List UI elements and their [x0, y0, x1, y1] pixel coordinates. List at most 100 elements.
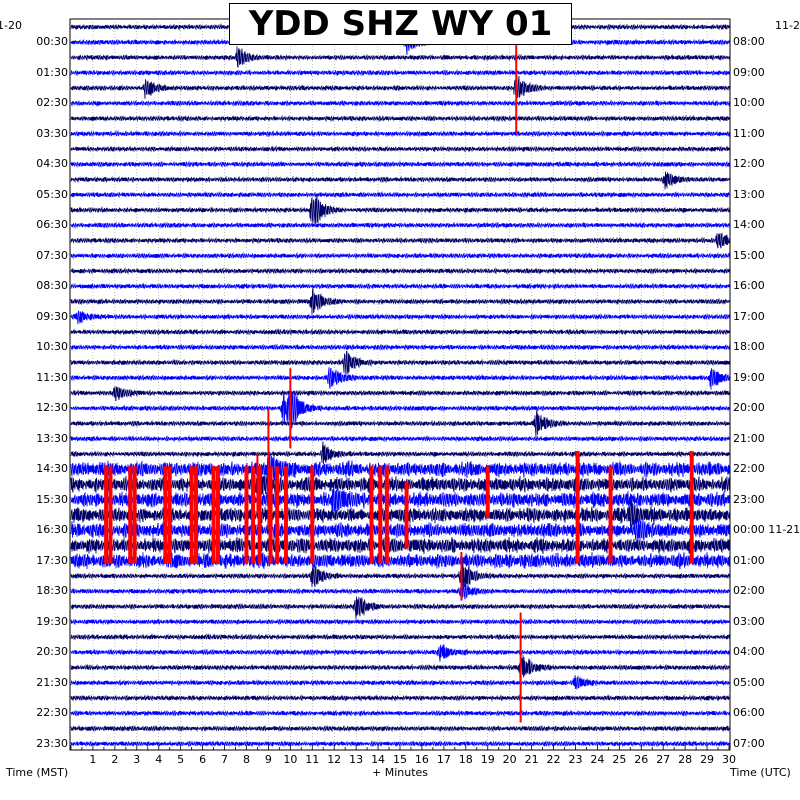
clipped-burst-mark — [244, 466, 249, 564]
seismogram-trace — [70, 68, 730, 77]
x-tick-label: 29 — [700, 753, 715, 766]
x-tick-label: 11 — [305, 753, 320, 766]
clipped-burst-mark — [369, 466, 374, 564]
left-hour-label: 10:30 — [36, 340, 68, 354]
left-date-label: 11-20 — [0, 20, 22, 32]
x-tick-label: 6 — [199, 753, 207, 766]
seismogram-trace — [70, 499, 730, 533]
seismogram-trace — [70, 434, 730, 443]
right-hour-label: 20:00 — [733, 401, 765, 415]
right-hour-label: 05:00 — [733, 675, 765, 689]
left-hour-label: 23:30 — [36, 736, 68, 750]
right-hour-label: 04:00 — [733, 645, 765, 659]
x-tick-label: 15 — [393, 753, 407, 766]
clipped-burst-mark — [194, 466, 199, 564]
left-hour-label: 19:30 — [36, 614, 68, 628]
right-hour-label: 01:00 — [733, 553, 765, 567]
seismogram-trace — [70, 485, 730, 515]
left-hour-label: 06:30 — [36, 218, 68, 232]
right-hour-label: 22:00 — [733, 462, 765, 476]
seismogram-trace — [70, 310, 730, 325]
clipped-burst-mark — [310, 466, 315, 564]
right-hour-label: 09:00 — [733, 65, 765, 79]
seismogram-trace — [70, 582, 730, 601]
x-tick-label: 24 — [590, 753, 605, 766]
left-hour-label: 12:30 — [36, 401, 68, 415]
seismogram-trace — [70, 75, 730, 99]
title-box — [229, 3, 572, 45]
seismogram-trace — [70, 386, 730, 402]
right-hour-label: 06:00 — [733, 706, 765, 720]
x-tick-label: 20 — [502, 753, 517, 766]
right-hour-label: 16:00 — [733, 279, 765, 293]
seismogram-trace — [70, 596, 730, 619]
left-hour-label: 18:30 — [36, 584, 68, 598]
left-hour-label: 09:30 — [36, 309, 68, 323]
x-tick-label: 17 — [436, 753, 451, 766]
left-hour-label: 17:30 — [36, 553, 68, 567]
seismogram-trace — [70, 282, 730, 291]
x-tick-label: 5 — [177, 753, 185, 766]
left-hour-label: 04:30 — [36, 157, 68, 171]
right-hour-label: 03:00 — [733, 614, 765, 628]
right-hour-label: 23:00 — [733, 492, 765, 506]
left-hour-label: 05:30 — [36, 187, 68, 201]
right-hour-label: 15:00 — [733, 248, 765, 262]
seismogram-trace — [70, 145, 730, 153]
seismogram-trace — [70, 251, 730, 260]
left-hour-label: 03:30 — [36, 126, 68, 140]
x-tick-label: 25 — [612, 753, 627, 766]
left-hour-label: 22:30 — [36, 706, 68, 720]
right-hour-label: 13:00 — [733, 187, 765, 201]
left-hour-label: 13:30 — [36, 431, 68, 445]
seismogram-trace — [70, 709, 730, 718]
seismogram-trace — [70, 160, 730, 169]
right-hour-label: 08:00 — [733, 35, 765, 49]
x-tick-label: 12 — [327, 753, 342, 766]
left-hour-label: 00:30 — [36, 35, 68, 49]
x-tick-label: 16 — [414, 753, 429, 766]
left-axis-label: Time (MST) — [6, 766, 69, 779]
seismogram-trace — [70, 633, 730, 641]
clipped-burst-mark — [378, 466, 383, 564]
x-tick-label: 26 — [634, 753, 649, 766]
x-tick-label: 7 — [221, 753, 229, 766]
clipped-burst-mark — [251, 466, 256, 564]
seismogram-trace — [70, 465, 730, 502]
x-tick-label: 4 — [155, 753, 163, 766]
x-tick-label: 2 — [111, 753, 119, 766]
seismogram-trace — [70, 674, 730, 690]
clipped-burst-mark — [163, 466, 168, 564]
x-tick-label: 10 — [283, 753, 298, 766]
seismogram-trace — [70, 536, 730, 555]
x-tick-label: 21 — [524, 753, 539, 766]
right-hour-label: 14:00 — [733, 218, 765, 232]
left-hour-label: 08:30 — [36, 279, 68, 293]
left-hour-label: 21:30 — [36, 675, 68, 689]
clipped-burst-mark — [404, 481, 409, 549]
clipped-burst-mark — [132, 466, 137, 564]
right-hour-label: 10:00 — [733, 96, 765, 110]
x-tick-label: 18 — [458, 753, 473, 766]
x-tick-label: 13 — [349, 753, 364, 766]
x-tick-label: 19 — [480, 753, 495, 766]
right-hour-label: 17:00 — [733, 309, 765, 323]
clipped-burst-mark — [275, 466, 280, 564]
clipped-burst-mark — [689, 451, 694, 564]
x-tick-label: 9 — [264, 753, 272, 766]
left-hour-label: 20:30 — [36, 645, 68, 659]
x-axis-label: + Minutes — [371, 766, 428, 779]
x-tick-label: 27 — [656, 753, 671, 766]
clipped-burst-mark — [128, 466, 133, 564]
x-tick-label: 1 — [89, 753, 97, 766]
right-hour-label: 19:00 — [733, 370, 765, 384]
seismogram-trace — [70, 350, 730, 377]
right-hour-label: 11:00 — [733, 126, 765, 140]
right-hour-label: 02:00 — [733, 584, 765, 598]
seismogram-trace — [70, 232, 730, 249]
x-axis-ticks — [70, 745, 730, 750]
right-hour-label: 12:00 — [733, 157, 765, 171]
clipped-burst-mark — [268, 466, 273, 564]
seismogram-trace — [70, 190, 730, 199]
